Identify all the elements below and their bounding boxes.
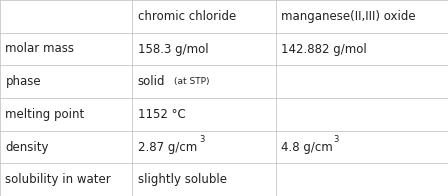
Text: (at STP): (at STP) <box>174 77 210 86</box>
Text: 3: 3 <box>334 135 339 144</box>
Text: 3: 3 <box>199 135 205 144</box>
Text: 142.882 g/mol: 142.882 g/mol <box>281 43 366 55</box>
Text: density: density <box>5 141 49 153</box>
Text: 2.87 g/cm: 2.87 g/cm <box>138 141 197 153</box>
Text: slightly soluble: slightly soluble <box>138 173 227 186</box>
Text: 1152 °C: 1152 °C <box>138 108 185 121</box>
Text: 4.8 g/cm: 4.8 g/cm <box>281 141 333 153</box>
Text: 158.3 g/mol: 158.3 g/mol <box>138 43 208 55</box>
Text: molar mass: molar mass <box>5 43 74 55</box>
Text: melting point: melting point <box>5 108 85 121</box>
Text: phase: phase <box>5 75 41 88</box>
Text: manganese(II,III) oxide: manganese(II,III) oxide <box>281 10 416 23</box>
Text: solid: solid <box>138 75 165 88</box>
Text: solubility in water: solubility in water <box>5 173 111 186</box>
Text: chromic chloride: chromic chloride <box>138 10 236 23</box>
